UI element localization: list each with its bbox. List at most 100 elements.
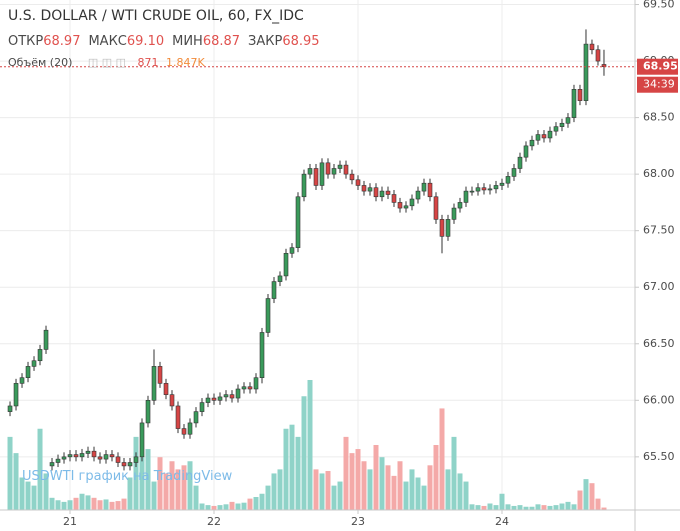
candle-body <box>397 202 403 209</box>
candle-body <box>115 456 121 463</box>
candle-body <box>235 388 241 399</box>
candle-body <box>205 397 211 403</box>
candle-body <box>583 43 589 101</box>
candle-body <box>271 281 277 299</box>
volume-bar <box>169 461 175 510</box>
candle-body <box>505 176 511 184</box>
candle-body <box>211 397 217 401</box>
candle-body <box>577 89 583 101</box>
candle-body <box>589 43 595 51</box>
candle-body <box>37 349 43 362</box>
ohlc-item: ОТКР68.97 <box>8 34 84 49</box>
y-tick-label: 65.50 <box>643 450 675 463</box>
candle-body <box>169 394 175 407</box>
candle-body <box>385 190 391 195</box>
candle-body <box>253 377 259 390</box>
candle-body <box>175 405 181 429</box>
candle-body <box>247 386 253 390</box>
volume-bar <box>367 469 373 510</box>
candle-body <box>595 49 601 62</box>
y-tick-label: 67.50 <box>643 224 675 237</box>
candle-body <box>283 253 289 277</box>
volume-bar <box>115 501 121 510</box>
volume-bar <box>547 505 553 510</box>
volume-bar <box>193 485 199 510</box>
candle-body <box>319 162 325 186</box>
volume-bar <box>505 504 511 510</box>
watermark: USDWTI график на TradingView <box>22 469 233 484</box>
candle-body <box>487 188 493 191</box>
volume-bar <box>163 473 169 510</box>
volume-bar <box>31 485 37 510</box>
volume-bar <box>511 505 517 510</box>
candle-body <box>445 219 451 237</box>
volume-bar <box>403 481 409 510</box>
candle-body <box>7 405 13 412</box>
candle-body <box>427 182 433 198</box>
volume-bar <box>181 465 187 510</box>
volume-bar <box>355 449 361 510</box>
candle-body <box>43 329 49 350</box>
volume-value: 871 <box>137 56 159 69</box>
volume-bar <box>229 501 235 510</box>
volume-bar <box>475 505 481 510</box>
volume-bar <box>409 469 415 510</box>
volume-bar <box>565 501 571 510</box>
candle-body <box>493 185 499 190</box>
candle-body <box>511 168 517 177</box>
volume-bar <box>247 498 253 510</box>
ohlc-label: МАКС <box>88 34 127 49</box>
candle-body <box>163 383 169 395</box>
candle-body <box>379 190 385 198</box>
candle-body <box>475 187 481 192</box>
candle-body <box>67 454 73 458</box>
candle-body <box>259 332 265 378</box>
volume-bar <box>439 408 445 510</box>
ohlc-value: 68.87 <box>202 34 241 49</box>
volume-bar <box>535 504 541 510</box>
candle-body <box>391 194 397 203</box>
timer-box <box>637 76 678 93</box>
volume-bar <box>205 505 211 510</box>
candle-body <box>313 168 319 186</box>
candle-body <box>13 383 19 407</box>
volume-bar <box>175 469 181 510</box>
volume-bar <box>595 498 601 510</box>
candle-body <box>547 130 553 139</box>
y-tick-label: 66.00 <box>643 393 675 406</box>
volume-bar <box>553 505 559 510</box>
candle-body <box>451 207 457 220</box>
volume-bar <box>145 449 151 510</box>
volume-bar <box>211 505 217 510</box>
candle-body <box>151 366 157 401</box>
volume-ma: 1.847K <box>166 56 205 69</box>
volume-bar <box>415 477 421 510</box>
candle-body <box>55 458 61 463</box>
volume-bar <box>61 501 67 510</box>
volume-bar <box>451 436 457 510</box>
candle-body <box>469 190 475 193</box>
candle-body <box>457 202 463 209</box>
volume-bar <box>91 497 97 510</box>
ohlc-label: МИН <box>172 34 203 49</box>
ohlc-legend: ОТКР68.97 МАКС69.10 МИН68.87 ЗАКР68.95 <box>8 34 328 49</box>
volume-bar <box>301 396 307 510</box>
candle-body <box>571 89 577 118</box>
x-tick-label: 24 <box>495 515 509 528</box>
candle-body <box>415 190 421 200</box>
volume-bar <box>133 436 139 510</box>
x-tick-label: 23 <box>351 515 365 528</box>
candle-body <box>241 386 247 390</box>
volume-bar <box>109 501 115 510</box>
volume-bar <box>469 504 475 510</box>
candle-body <box>121 462 127 467</box>
ohlc-value: 69.10 <box>126 34 165 49</box>
volume-bar <box>55 500 61 510</box>
volume-bar <box>7 436 13 510</box>
volume-bar <box>577 490 583 510</box>
volume-bar <box>571 504 577 510</box>
volume-bar <box>361 461 367 510</box>
volume-bar <box>379 457 385 510</box>
volume-bar <box>385 465 391 510</box>
volume-bar <box>223 504 229 510</box>
